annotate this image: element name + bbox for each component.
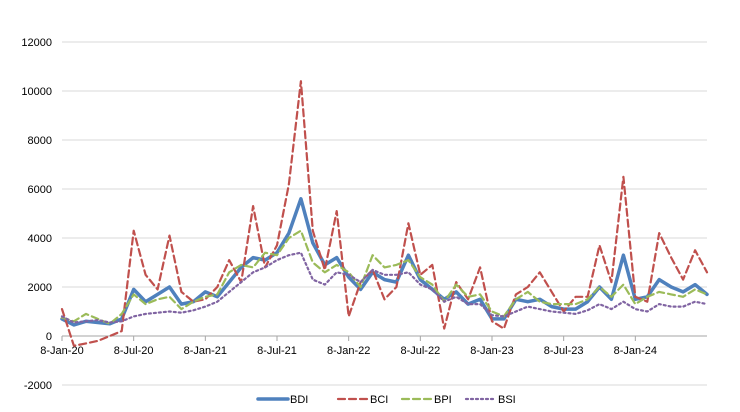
series-line-bdi [60,197,709,327]
gridlines [62,41,707,386]
series-lines [60,80,709,347]
legend-label: BSI [498,394,516,406]
x-tick-label: 8-Jan-20 [40,345,83,357]
legend-label: BPI [434,394,452,406]
series-line-bci [60,80,709,347]
series-line-bpi [60,229,709,325]
y-tick-label: 12000 [21,37,52,49]
legend-label: BDI [290,394,308,406]
y-tick-label: -2000 [24,380,52,392]
y-tick-label: 4000 [28,233,52,245]
legend-item-bpi: BPI [400,394,452,406]
y-tick-label: 10000 [21,86,52,98]
x-tick-label: 8-Jan-22 [327,345,370,357]
y-tick-label: 2000 [28,282,52,294]
y-tick-label: 6000 [28,184,52,196]
x-tick-label: 8-Jul-20 [114,345,154,357]
legend-item-bdi: BDI [256,394,308,406]
series-line-bsi [60,251,709,324]
x-tick-label: 8-Jan-23 [470,345,513,357]
y-tick-label: 0 [46,331,52,343]
x-tick-label: 8-Jan-21 [184,345,227,357]
x-tick-label: 8-Jul-22 [400,345,440,357]
x-axis: 8-Jan-20 8-Jul-20 8-Jan-21 8-Jul-21 8-Jan-22… [40,335,707,357]
legend: BDI BCI BPI BSI [256,394,516,406]
x-tick-label: 8-Jul-23 [544,345,584,357]
legend-item-bci: BCI [336,394,388,406]
y-tick-label: 8000 [28,135,52,147]
x-tick-label: 8-Jan-24 [614,345,657,357]
x-tick-label: 8-Jul-21 [257,345,297,357]
legend-label: BCI [370,394,388,406]
y-axis: -2000 0 2000 4000 6000 8000 10000 12000 [21,37,52,392]
legend-item-bsi: BSI [464,394,516,406]
